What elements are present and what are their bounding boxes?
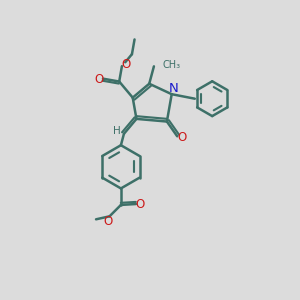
Text: O: O (104, 215, 113, 228)
Text: CH₃: CH₃ (162, 60, 180, 70)
Text: O: O (94, 73, 104, 86)
Text: O: O (122, 58, 131, 71)
Text: N: N (168, 82, 178, 95)
Text: O: O (177, 131, 187, 144)
Text: O: O (136, 197, 145, 211)
Text: H: H (112, 126, 120, 136)
